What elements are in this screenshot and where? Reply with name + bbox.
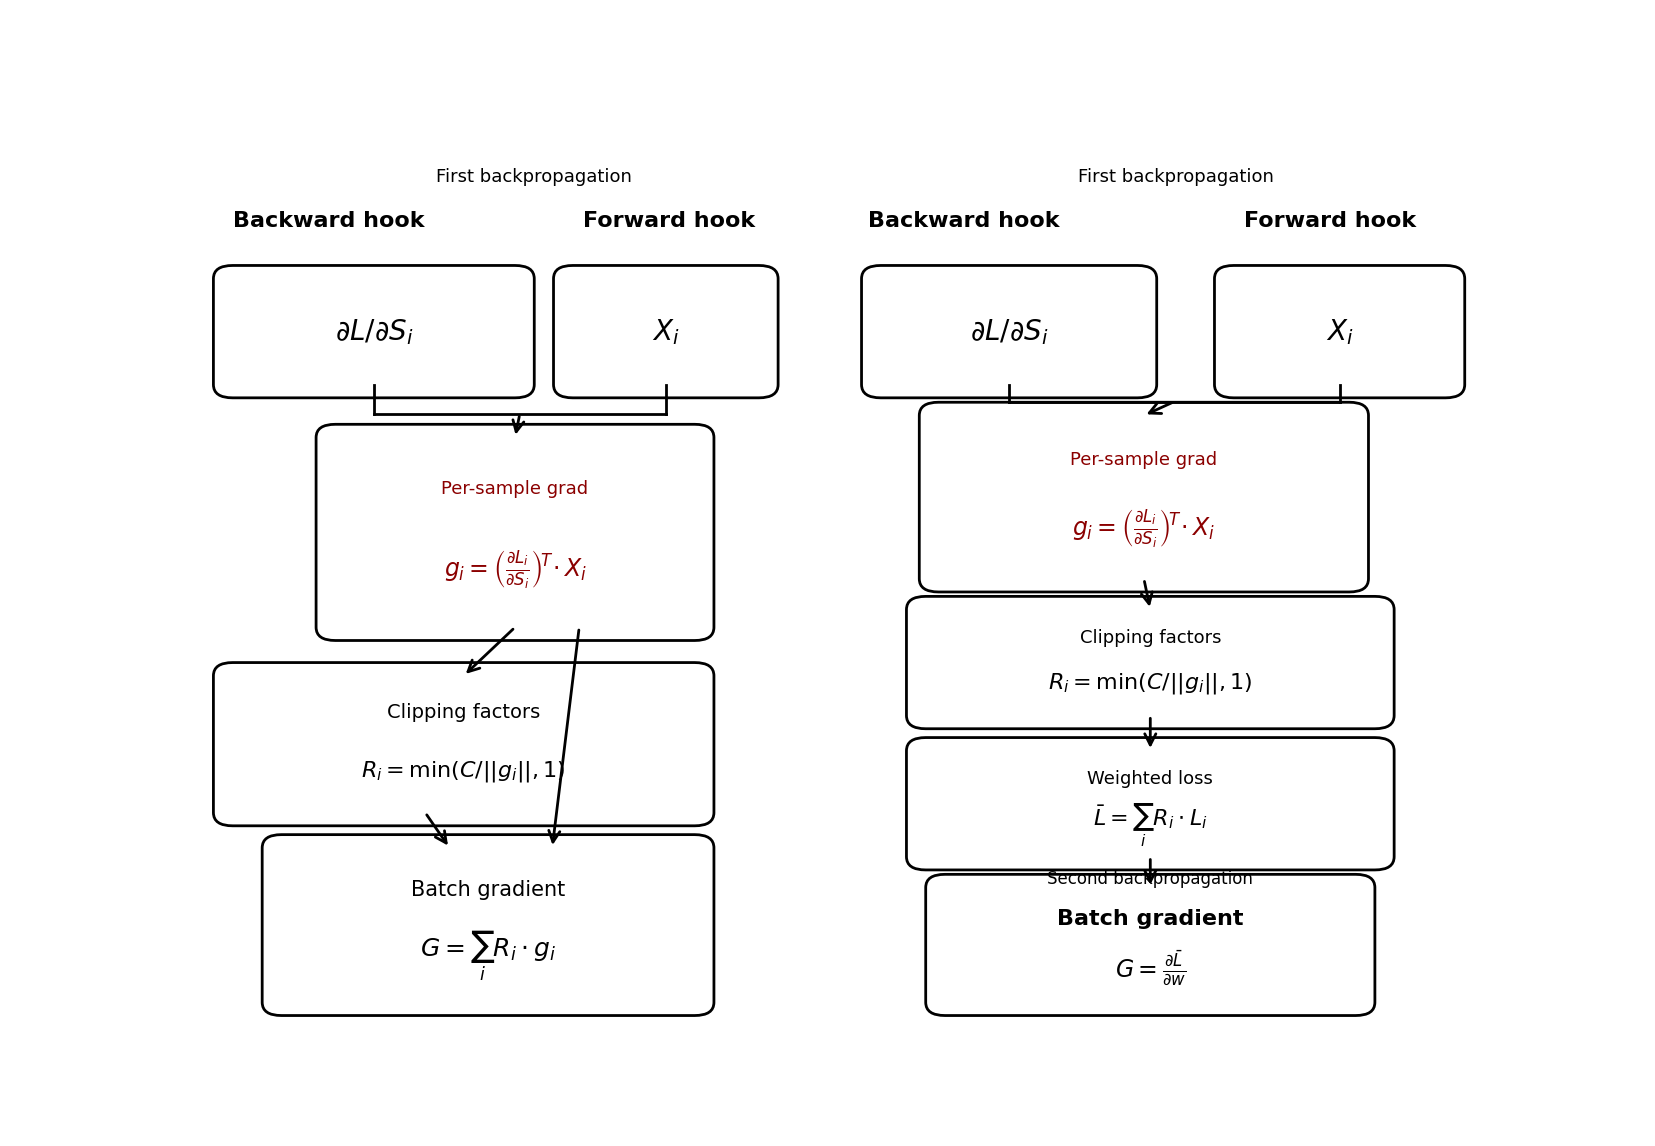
Text: $\partial L/\partial S_i$: $\partial L/\partial S_i$: [334, 316, 412, 346]
Text: Per-sample grad: Per-sample grad: [1069, 450, 1216, 469]
Text: Clipping factors: Clipping factors: [387, 704, 540, 722]
Text: $R_i = \mathrm{min}(C/||g_i||, 1)$: $R_i = \mathrm{min}(C/||g_i||, 1)$: [361, 759, 566, 784]
Text: Weighted loss: Weighted loss: [1087, 770, 1213, 788]
FancyBboxPatch shape: [919, 402, 1367, 592]
FancyBboxPatch shape: [553, 266, 778, 398]
Text: $G = \sum_i R_i \cdot g_i$: $G = \sum_i R_i \cdot g_i$: [420, 928, 556, 983]
Text: Backward hook: Backward hook: [233, 211, 424, 231]
FancyBboxPatch shape: [1213, 266, 1463, 398]
Text: Forward hook: Forward hook: [1243, 211, 1415, 231]
FancyBboxPatch shape: [905, 738, 1394, 870]
Text: Forward hook: Forward hook: [583, 211, 755, 231]
FancyBboxPatch shape: [213, 662, 713, 826]
Text: Per-sample grad: Per-sample grad: [442, 480, 588, 497]
Text: First backpropagation: First backpropagation: [1077, 168, 1273, 187]
Text: $X_i$: $X_i$: [652, 316, 679, 346]
Text: First backpropagation: First backpropagation: [435, 168, 632, 187]
Text: Batch gradient: Batch gradient: [410, 880, 564, 900]
Text: $\partial L/\partial S_i$: $\partial L/\partial S_i$: [970, 316, 1048, 346]
Text: $R_i = \mathrm{min}(C/||g_i||, 1)$: $R_i = \mathrm{min}(C/||g_i||, 1)$: [1048, 672, 1251, 697]
FancyBboxPatch shape: [213, 266, 535, 398]
FancyBboxPatch shape: [861, 266, 1155, 398]
Text: $G = \frac{\partial \bar{L}}{\partial w}$: $G = \frac{\partial \bar{L}}{\partial w}…: [1114, 949, 1185, 987]
FancyBboxPatch shape: [925, 874, 1374, 1015]
FancyBboxPatch shape: [261, 834, 713, 1015]
Text: $X_i$: $X_i$: [1326, 316, 1352, 346]
Text: Batch gradient: Batch gradient: [1056, 909, 1243, 928]
Text: Backward hook: Backward hook: [867, 211, 1059, 231]
Text: $g_i = \left(\frac{\partial L_i}{\partial S_i}\right)^{\!T}\!\cdot X_i$: $g_i = \left(\frac{\partial L_i}{\partia…: [444, 549, 586, 592]
FancyBboxPatch shape: [905, 596, 1394, 729]
Text: Clipping factors: Clipping factors: [1079, 629, 1220, 647]
FancyBboxPatch shape: [316, 424, 713, 641]
Text: $\bar{L} = \sum_i R_i \cdot L_i$: $\bar{L} = \sum_i R_i \cdot L_i$: [1092, 801, 1206, 848]
Text: Second backpropagation: Second backpropagation: [1046, 870, 1253, 888]
Text: $g_i = \left(\frac{\partial L_i}{\partial S_i}\right)^{\!T}\!\cdot X_i$: $g_i = \left(\frac{\partial L_i}{\partia…: [1072, 508, 1215, 551]
